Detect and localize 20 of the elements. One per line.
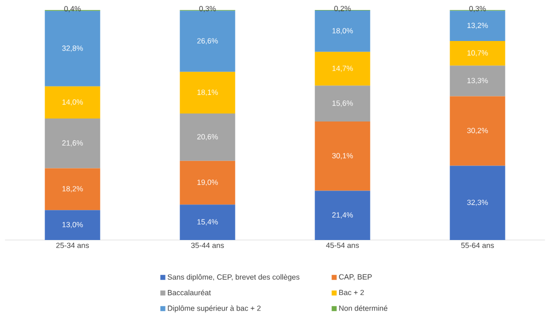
bar	[44, 118, 100, 168]
bar	[450, 66, 506, 96]
bar	[450, 41, 506, 66]
bar	[180, 72, 236, 114]
bar	[314, 122, 370, 191]
bar	[450, 96, 506, 166]
bar	[450, 10, 506, 42]
bar	[44, 86, 100, 119]
bar	[180, 204, 236, 240]
bar	[44, 10, 100, 86]
bar	[314, 52, 370, 86]
bar	[314, 190, 370, 240]
bar	[314, 10, 370, 52]
bar	[180, 10, 236, 72]
bar	[180, 160, 236, 205]
bar	[44, 210, 100, 240]
bar	[314, 86, 370, 122]
bar	[44, 168, 100, 210]
bar	[180, 114, 236, 161]
bar	[450, 166, 506, 240]
